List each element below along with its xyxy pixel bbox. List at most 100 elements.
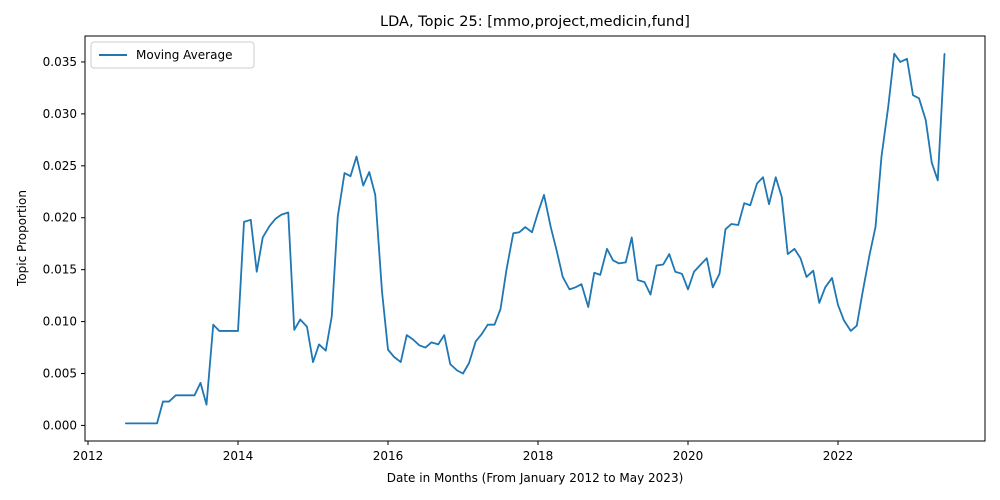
data-point (368, 171, 370, 173)
x-tick-label: 2022 (823, 449, 854, 463)
y-tick-label: 0.000 (43, 418, 77, 432)
data-point (237, 330, 239, 332)
series-line-moving-average (125, 52, 946, 425)
data-point (543, 194, 545, 196)
data-point (743, 202, 745, 204)
data-point (243, 221, 245, 223)
data-point (749, 204, 751, 206)
data-point (593, 272, 595, 274)
data-point (518, 231, 520, 233)
data-point (712, 286, 714, 288)
data-point (812, 270, 814, 272)
data-point (668, 253, 670, 255)
data-point (874, 226, 877, 228)
data-point (168, 400, 170, 403)
data-point (831, 277, 833, 279)
data-point (687, 288, 689, 290)
data-point (568, 288, 571, 290)
data-point (562, 276, 564, 278)
data-point (718, 273, 721, 275)
data-point (799, 257, 802, 259)
x-tick-label: 2016 (373, 449, 404, 463)
data-point (362, 184, 364, 187)
data-point (256, 271, 258, 273)
data-point (599, 274, 601, 276)
y-tick-label: 0.030 (43, 107, 77, 121)
data-point (818, 302, 820, 304)
data-point (412, 338, 414, 340)
data-point (355, 155, 358, 158)
data-point (318, 343, 320, 346)
data-point (231, 330, 233, 332)
data-point (887, 106, 889, 108)
legend-label: Moving Average (136, 48, 232, 62)
data-point (349, 175, 352, 177)
data-point (618, 262, 620, 265)
data-point (505, 269, 508, 271)
data-point (156, 422, 158, 424)
data-point (943, 53, 946, 55)
data-point (781, 196, 783, 198)
data-point (805, 276, 808, 278)
data-point (224, 330, 226, 332)
data-point (574, 286, 577, 288)
data-point (649, 293, 652, 296)
data-point (631, 236, 633, 239)
data-point (637, 279, 639, 281)
data-point (443, 334, 445, 336)
data-point (550, 226, 552, 228)
data-point (406, 334, 408, 336)
data-point (137, 422, 139, 424)
data-point (175, 394, 177, 396)
series-layer (124, 52, 946, 425)
data-point (724, 228, 727, 230)
data-point (468, 362, 470, 364)
plot-frame (84, 35, 986, 442)
data-point (931, 162, 933, 164)
data-point (499, 308, 502, 310)
data-point (205, 404, 208, 406)
data-point (430, 341, 433, 343)
x-axis-title: Date in Months (From January 2012 to May… (387, 471, 684, 485)
x-axis-ticks: 2012 2014 2016 2018 2020 2022 (73, 441, 854, 463)
data-point (181, 394, 183, 396)
data-point (268, 225, 271, 227)
data-point (580, 283, 583, 285)
data-point (612, 259, 614, 261)
data-point (880, 155, 883, 158)
data-point (306, 326, 308, 328)
data-point (187, 394, 189, 396)
legend: Moving Average (90, 41, 255, 69)
data-point (662, 263, 664, 266)
data-point (587, 306, 589, 308)
data-point (756, 182, 758, 185)
x-tick-label: 2020 (673, 449, 704, 463)
data-point (906, 58, 908, 60)
data-point (337, 216, 339, 218)
data-point (856, 325, 858, 327)
data-point (762, 176, 764, 178)
y-tick-label: 0.010 (43, 315, 77, 329)
data-point (199, 382, 202, 384)
data-point (299, 318, 301, 321)
data-point (899, 61, 901, 63)
data-point (124, 422, 127, 424)
data-point (437, 343, 439, 346)
data-point (400, 361, 402, 363)
data-point (325, 350, 327, 352)
data-point (162, 400, 164, 403)
data-point (393, 356, 395, 358)
data-point (475, 340, 477, 342)
data-point (868, 254, 871, 256)
data-point (681, 273, 683, 275)
data-point (456, 369, 458, 371)
data-point (918, 97, 920, 99)
data-point (531, 231, 533, 233)
y-tick-label: 0.015 (43, 263, 77, 277)
data-point (212, 324, 214, 326)
data-point (280, 214, 283, 216)
data-point (262, 236, 264, 239)
data-point (424, 346, 427, 349)
data-point (512, 232, 514, 234)
